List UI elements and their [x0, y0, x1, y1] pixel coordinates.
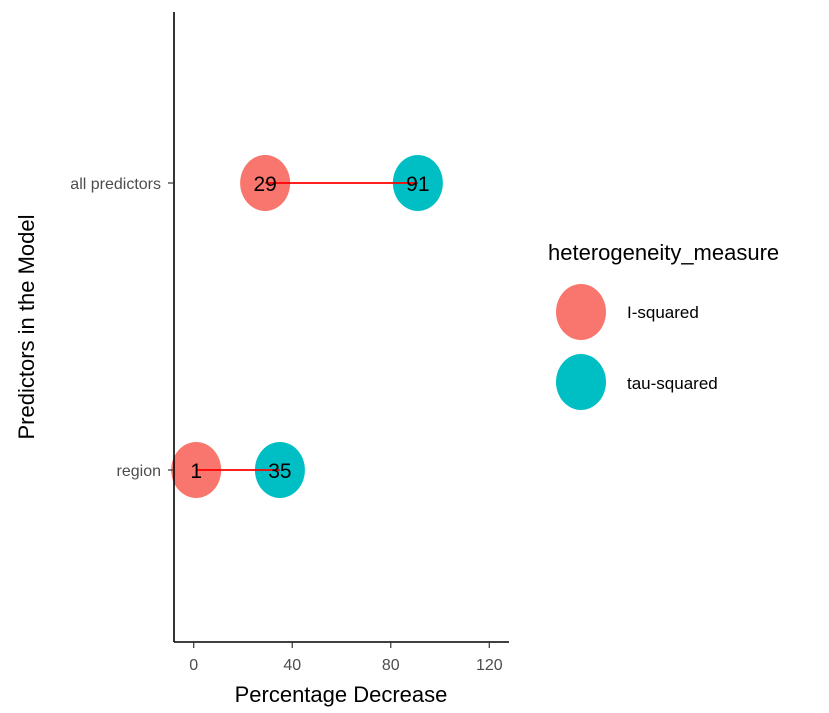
y-tick-label-all-predictors: all predictors — [70, 176, 161, 193]
x-axis-title: Percentage Decrease — [235, 682, 448, 707]
x-tick-label: 80 — [382, 657, 400, 674]
legend-label-tau-squared: tau-squared — [627, 374, 718, 393]
legend-label-i-squared: I-squared — [627, 303, 699, 322]
plot-area: 29 91 1 35 — [171, 155, 443, 498]
y-axis-ticks: all predictors region — [70, 176, 174, 480]
x-tick-label: 120 — [476, 657, 503, 674]
x-tick-label: 0 — [189, 657, 198, 674]
legend-title: heterogeneity_measure — [548, 240, 779, 265]
legend-key-tau-squared — [556, 354, 606, 410]
x-axis-ticks: 0 40 80 120 — [189, 642, 503, 674]
point-label-i-squared-region: 1 — [190, 460, 202, 483]
legend-key-i-squared — [556, 284, 606, 340]
point-label-tau-squared-all-predictors: 91 — [406, 173, 429, 196]
x-tick-label: 40 — [283, 657, 301, 674]
legend: heterogeneity_measure I-squared tau-squa… — [548, 240, 779, 410]
y-axis-title: Predictors in the Model — [14, 215, 39, 440]
point-label-tau-squared-region: 35 — [268, 460, 291, 483]
y-tick-label-region: region — [117, 463, 161, 480]
point-label-i-squared-all-predictors: 29 — [253, 173, 276, 196]
